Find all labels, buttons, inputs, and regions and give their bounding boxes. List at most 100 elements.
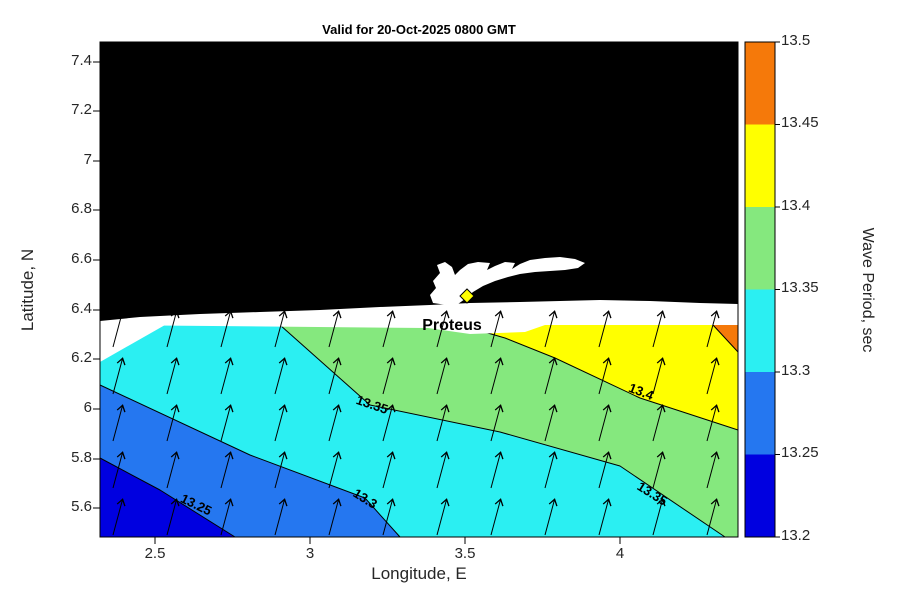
wave-direction-arrow [166, 498, 180, 536]
wave-direction-arrow [652, 357, 666, 395]
wave-direction-arrow [706, 404, 720, 442]
wave-direction-arrow [112, 498, 126, 536]
plot-frame [99, 41, 739, 538]
wave-direction-arrow [490, 498, 504, 536]
wave-direction-arrow [382, 451, 396, 489]
wave-direction-arrow [274, 357, 288, 395]
x-tick-label: 3.5 [454, 545, 476, 562]
x-tick-label: 4 [615, 545, 625, 562]
colorbar-band-green [745, 207, 775, 290]
wave-direction-arrow [652, 451, 666, 489]
wave-direction-arrow [220, 498, 234, 536]
station-marker-diamond [459, 288, 475, 304]
contour-13.35 [279, 324, 726, 538]
colorbar-tick-label: 13.25 [781, 444, 819, 461]
y-tick-label: 6.6 [71, 250, 92, 267]
wave-direction-quiver [112, 310, 720, 536]
y-tick-label: 6.2 [71, 349, 92, 366]
wave-direction-arrow [544, 357, 558, 395]
wave-direction-arrow [436, 310, 450, 348]
wave-direction-arrow [436, 357, 450, 395]
x-axis-label: Longitude, E [371, 564, 467, 583]
wave-direction-arrow [652, 498, 666, 536]
wave-direction-arrow [112, 404, 126, 442]
wave-direction-arrow [706, 451, 720, 489]
colorbar-band-cyan [745, 289, 775, 372]
wave-direction-arrow [166, 404, 180, 442]
wave-direction-arrow [436, 498, 450, 536]
wave-direction-arrow [544, 451, 558, 489]
y-tick-label: 7.2 [71, 101, 92, 118]
contour-lines [99, 324, 739, 538]
band-13.4-13.45 [460, 325, 738, 430]
wave-direction-arrow [490, 451, 504, 489]
wave-direction-arrow [598, 357, 612, 395]
y-tick-label: 7.4 [71, 52, 92, 69]
wave-direction-arrow [328, 357, 342, 395]
colorbar-band-darkblue [745, 454, 775, 537]
coastline-strip [100, 300, 738, 334]
y-tick-label: 6.8 [71, 200, 92, 217]
wave-direction-arrow [328, 310, 342, 348]
wave-direction-arrow [382, 498, 396, 536]
y-tick-label: 6 [83, 399, 92, 416]
wave-direction-arrow [598, 404, 612, 442]
wave-direction-arrow [706, 357, 720, 395]
wave-direction-arrow [220, 451, 234, 489]
contour-13.3 [99, 384, 401, 538]
colorbar-tick-label: 13.4 [781, 197, 811, 214]
wave-direction-arrow [112, 357, 126, 395]
wave-direction-arrow [220, 357, 234, 395]
wave-direction-arrow [166, 451, 180, 489]
wave-direction-arrow [382, 357, 396, 395]
wave-direction-arrow [652, 404, 666, 442]
colorbar-tick-label: 13.2 [781, 527, 811, 544]
band-13.2-13.25 [100, 458, 235, 537]
wave-direction-arrow [544, 498, 558, 536]
y-tick-label: 5.6 [71, 498, 92, 515]
wave-direction-arrow [220, 310, 234, 348]
wave-direction-arrow [328, 498, 342, 536]
wave-direction-arrow [274, 451, 288, 489]
y-tick-label: 5.8 [71, 449, 92, 466]
colorbar-tick-label: 13.3 [781, 362, 811, 379]
wave-direction-arrow [274, 310, 288, 348]
colorbar-tick-label: 13.45 [781, 114, 819, 131]
wave-direction-arrow [436, 404, 450, 442]
wave-direction-arrow [544, 310, 558, 348]
plot-title: Valid for 20-Oct-2025 0800 GMT [322, 22, 516, 37]
colorbar-band-yellow [745, 124, 775, 207]
wave-direction-arrow [490, 310, 504, 348]
wave-direction-arrow [598, 310, 612, 348]
axis-tick-marks [93, 61, 621, 544]
wave-direction-arrow [166, 310, 180, 348]
wave-direction-arrow [328, 451, 342, 489]
colorbar-tick-marks [775, 41, 780, 538]
x-tick-label: 2.5 [144, 545, 166, 562]
wave-direction-arrow [706, 310, 720, 348]
wave-direction-arrow [436, 451, 450, 489]
wave-direction-arrow [382, 310, 396, 348]
wave-direction-arrow [382, 404, 396, 442]
wave-direction-arrow [490, 404, 504, 442]
wave-direction-arrow [274, 498, 288, 536]
y-tick-label: 6.4 [71, 300, 92, 317]
contour-13.25 [99, 457, 236, 538]
wave-direction-arrow [706, 498, 720, 536]
contour-13.45 [712, 324, 739, 353]
wave-direction-arrow [220, 404, 234, 442]
colorbar [744, 41, 780, 538]
y-tick-label: 7 [83, 151, 92, 168]
colorbar-band-blue [745, 372, 775, 455]
wave-direction-arrow [112, 310, 126, 348]
x-tick-label: 3 [305, 545, 315, 562]
wave-direction-arrow [598, 451, 612, 489]
wave-direction-arrow [274, 404, 288, 442]
wave-direction-arrow [652, 310, 666, 348]
colorbar-tick-label: 13.5 [781, 32, 811, 49]
wave-direction-arrow [598, 498, 612, 536]
wave-period-bands [100, 325, 738, 537]
land-mass [100, 42, 738, 325]
